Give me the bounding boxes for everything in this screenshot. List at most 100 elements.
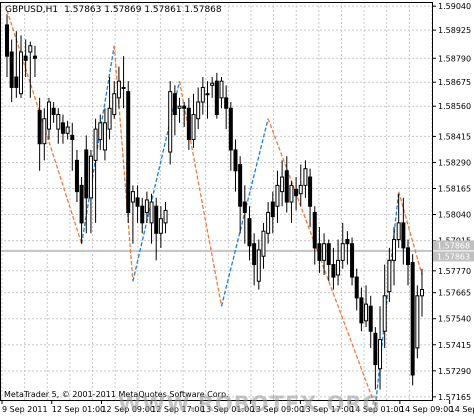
y-tick-label: 1.58560	[438, 102, 471, 111]
candle-body	[382, 295, 387, 332]
candle-body	[256, 249, 261, 282]
candle-body	[144, 199, 149, 213]
candle-body	[28, 45, 33, 53]
candle-body	[214, 80, 219, 116]
y-tick-label: 1.57665	[438, 289, 471, 298]
candle-body	[18, 51, 23, 95]
candle-body	[354, 276, 359, 299]
candle-body	[130, 191, 135, 203]
candle-body	[126, 91, 131, 213]
y-tick-label: 1.58675	[438, 78, 471, 87]
candle-body	[14, 76, 19, 88]
y-tick-label: 1.57770	[438, 267, 471, 276]
zigzag-segment	[267, 118, 376, 407]
price-axis: 1.59040 1.58925 1.58790 1.58675 1.58560 1.584…	[432, 2, 474, 402]
symbol-timeframe: GBPUSD,H1	[5, 5, 58, 15]
candle-body	[378, 339, 383, 370]
candle-body	[298, 184, 303, 195]
candle-body	[420, 289, 424, 297]
y-tick-label: 1.58415	[438, 132, 471, 141]
candle-body	[228, 107, 233, 151]
candle-body	[364, 303, 369, 322]
candle-body	[266, 211, 271, 234]
candle-body	[65, 126, 70, 134]
candle-body	[74, 159, 79, 193]
zigzag-segment	[80, 45, 115, 244]
candle-body	[368, 305, 373, 332]
candle-body	[238, 164, 243, 207]
x-tick-label: 14 Sep 01:00	[350, 405, 403, 414]
candle-body	[140, 205, 145, 224]
candle-body	[336, 259, 341, 276]
x-tick-label: 14 Sep 09:00	[400, 405, 453, 414]
candle-body	[410, 261, 415, 376]
x-tick-label: 12 Sep 01:00	[52, 405, 105, 414]
candle-body	[135, 197, 140, 207]
candle-body	[331, 264, 336, 278]
x-tick-label: 13 Sep 09:00	[251, 405, 304, 414]
candle-body	[186, 107, 191, 141]
candle-body	[350, 243, 355, 278]
y-tick-label: 1.57540	[438, 315, 471, 324]
y-tick-label: 1.58290	[438, 158, 471, 167]
candle-body	[121, 86, 126, 89]
candle-body	[415, 295, 420, 349]
y-tick-label: 1.57415	[438, 341, 471, 350]
candle-body	[37, 109, 42, 145]
candle-body	[406, 247, 411, 266]
candle-body	[163, 209, 168, 224]
candle-body	[224, 97, 229, 109]
candle-body	[79, 184, 84, 224]
candle-body	[275, 184, 280, 207]
candle-body	[149, 201, 154, 224]
candle-body	[200, 86, 205, 103]
candle-body	[205, 93, 210, 96]
y-tick-label: 1.58165	[438, 184, 471, 193]
candle-body	[210, 82, 215, 86]
candle-body	[396, 222, 401, 241]
price-badge-label: 1.57868	[437, 241, 470, 250]
candle-body	[322, 243, 327, 261]
candle-body	[182, 105, 187, 109]
y-tick-label: 1.58790	[438, 54, 471, 63]
candle-body	[252, 243, 257, 266]
chart-frame	[0, 2, 433, 401]
x-tick-label: 14 Sep 17:00	[450, 405, 474, 414]
candle-body	[9, 51, 14, 88]
y-tick-label: 1.59040	[438, 2, 471, 11]
candle-body	[312, 211, 317, 249]
candle-body	[280, 176, 285, 193]
candle-body	[172, 93, 177, 116]
zigzag-segment	[398, 191, 423, 276]
y-tick-label: 1.57290	[438, 367, 471, 376]
x-tick-label: 12 Sep 09:00	[101, 405, 154, 414]
zigzag-indicator	[6, 10, 423, 407]
candle-body	[88, 155, 93, 199]
price-badge	[433, 251, 474, 262]
candle-body	[5, 24, 9, 57]
candle-body	[284, 170, 289, 203]
candle-body	[51, 107, 56, 116]
candle-body	[84, 149, 89, 199]
candle-body	[98, 122, 103, 141]
candle-body	[158, 218, 163, 234]
candle-body	[196, 101, 201, 120]
candle-body	[247, 218, 252, 247]
price-badge	[433, 240, 474, 251]
candle-body	[107, 107, 112, 130]
x-tick-label: 13 Sep 17:00	[300, 405, 353, 414]
candle-body	[219, 80, 224, 99]
candle-body	[32, 55, 37, 59]
y-tick-label: 1.57165	[438, 393, 471, 402]
y-tick-label: 1.58925	[438, 26, 471, 35]
candle-body	[345, 239, 350, 245]
candle-body	[326, 243, 331, 266]
candle-body	[116, 80, 121, 99]
copyright-notice: MetaTrader 5, © 2001-2011 MetaQuotes Sof…	[4, 390, 229, 399]
candle-body	[177, 105, 182, 109]
price-badge-label: 1.57863	[437, 252, 470, 261]
candle-body	[270, 201, 275, 218]
candle-body	[112, 93, 117, 116]
